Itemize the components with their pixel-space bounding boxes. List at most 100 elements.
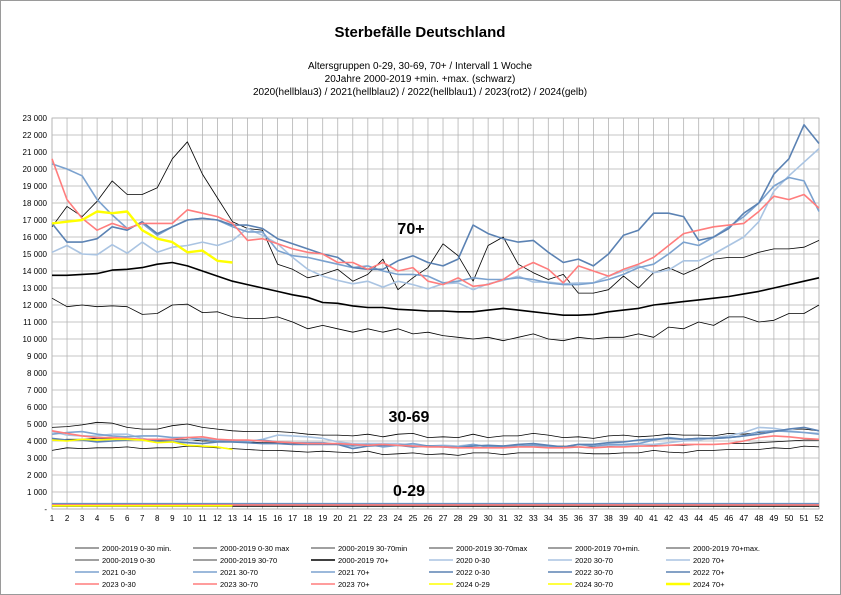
y-tick-label: 3 000 xyxy=(27,454,48,463)
legend-label: 2023 70+ xyxy=(338,580,370,589)
y-tick-label: 7 000 xyxy=(27,386,48,395)
chart-subtitle-2: 20Jahre 2000-2019 +min. +max. (schwarz) xyxy=(325,74,516,85)
y-tick-label: 11 000 xyxy=(23,318,47,327)
legend: 2000-2019 0-30 min. 2000-2019 0-30 max 200… xyxy=(75,544,760,589)
x-tick-label: 4 xyxy=(95,514,100,523)
x-tick-label: 21 xyxy=(348,514,357,523)
x-tick-label: 6 xyxy=(125,514,130,523)
y-axis-ticks: - 1 000 2 000 3 000 4 000 5 000 6 000 7 000 8 00… xyxy=(23,114,48,514)
x-tick-label: 11 xyxy=(198,514,207,523)
annotation-30-69: 30-69 xyxy=(389,409,430,426)
x-tick-label: 34 xyxy=(544,514,553,523)
y-tick-label: 15 000 xyxy=(23,250,48,259)
y-tick-label: 19 000 xyxy=(23,182,48,191)
legend-label: 2000-2019 0-30 xyxy=(102,556,155,565)
y-tick-label: 16 000 xyxy=(23,233,48,242)
legend-label: 2020 70+ xyxy=(693,556,725,565)
series-line xyxy=(51,141,820,294)
series-line xyxy=(51,438,233,451)
x-tick-label: 31 xyxy=(499,514,508,523)
chart-subtitle-3: 2020(hellblau3) / 2021(hellblau2) / 2022… xyxy=(253,87,587,98)
series-line xyxy=(51,430,820,449)
y-tick-label: 6 000 xyxy=(27,403,48,412)
x-tick-label: 32 xyxy=(514,514,523,523)
x-tick-label: 26 xyxy=(424,514,433,523)
x-tick-label: 24 xyxy=(393,514,402,523)
x-tick-label: 15 xyxy=(258,514,267,523)
x-tick-label: 18 xyxy=(303,514,312,523)
legend-label: 2000-2019 70+min. xyxy=(575,544,640,553)
legend-label: 2023 30-70 xyxy=(220,580,258,589)
x-tick-label: 20 xyxy=(333,514,342,523)
legend-label: 2020 0-30 xyxy=(456,556,490,565)
legend-label: 2000-2019 30-70 xyxy=(220,556,277,565)
x-tick-label: 45 xyxy=(709,514,718,523)
x-tick-label: 12 xyxy=(213,514,222,523)
x-tick-label: 30 xyxy=(484,514,493,523)
y-tick-label: 1 000 xyxy=(27,488,48,497)
x-tick-label: 38 xyxy=(604,514,613,523)
x-tick-label: 41 xyxy=(649,514,658,523)
legend-label: 2000-2019 0-30 max xyxy=(220,544,289,553)
y-tick-label: 10 000 xyxy=(23,335,48,344)
x-tick-label: 22 xyxy=(363,514,372,523)
y-tick-label: 22 000 xyxy=(23,131,48,140)
legend-label: 2021 70+ xyxy=(338,568,370,577)
x-tick-label: 40 xyxy=(634,514,643,523)
x-tick-label: 17 xyxy=(288,514,297,523)
x-tick-label: 48 xyxy=(754,514,763,523)
x-tick-label: 27 xyxy=(439,514,448,523)
legend-label: 2024 70+ xyxy=(693,580,725,589)
x-tick-label: 16 xyxy=(273,514,282,523)
x-tick-label: 52 xyxy=(815,514,824,523)
y-tick-label: 18 000 xyxy=(23,199,48,208)
legend-label: 2023 0-30 xyxy=(102,580,136,589)
series-line xyxy=(52,261,820,317)
x-tick-label: 9 xyxy=(170,514,175,523)
x-tick-label: 42 xyxy=(664,514,673,523)
legend-label: 2022 30-70 xyxy=(575,568,613,577)
y-tick-label: 13 000 xyxy=(23,284,48,293)
y-tick-label: 23 000 xyxy=(23,114,48,123)
x-tick-label: 36 xyxy=(574,514,583,523)
x-tick-label: 19 xyxy=(318,514,327,523)
legend-label: 2000-2019 30-70min xyxy=(338,544,407,553)
legend-label: 2021 0-30 xyxy=(102,568,136,577)
legend-label: 2000-2019 70+ xyxy=(338,556,389,565)
chart-subtitle-1: Altersgruppen 0-29, 30-69, 70+ / Interva… xyxy=(308,61,533,72)
y-tick-label: 17 000 xyxy=(23,216,48,225)
x-tick-label: 46 xyxy=(724,514,733,523)
series-line xyxy=(51,124,820,271)
y-tick-label: 14 000 xyxy=(23,267,48,276)
legend-label: 2021 30-70 xyxy=(220,568,258,577)
x-tick-label: 29 xyxy=(469,514,478,523)
chart-title: Sterbefälle Deutschland xyxy=(335,24,506,41)
x-tick-label: 5 xyxy=(110,514,115,523)
x-tick-label: 51 xyxy=(800,514,809,523)
y-tick-label: 8 000 xyxy=(27,369,48,378)
x-tick-label: 8 xyxy=(155,514,160,523)
x-tick-label: 35 xyxy=(559,514,568,523)
x-tick-label: 39 xyxy=(619,514,628,523)
x-axis-ticks: 1 2 3 4 5 6 7 8 9 10 11 12 13 14 15 16 17 18 19 20 21 22 23 24 2… xyxy=(50,514,824,523)
series-lines xyxy=(51,124,820,507)
y-tick-label: - xyxy=(44,505,47,514)
x-tick-label: 50 xyxy=(784,514,793,523)
series-line xyxy=(51,445,820,456)
legend-label: 2024 0-29 xyxy=(456,580,490,589)
series-line xyxy=(51,297,820,342)
x-tick-label: 25 xyxy=(408,514,417,523)
legend-label: 2020 30-70 xyxy=(575,556,613,565)
y-tick-label: 21 000 xyxy=(23,148,48,157)
x-tick-label: 23 xyxy=(378,514,387,523)
x-tick-label: 49 xyxy=(769,514,778,523)
y-tick-label: 4 000 xyxy=(27,437,48,446)
x-tick-label: 7 xyxy=(140,514,145,523)
x-tick-label: 33 xyxy=(529,514,538,523)
legend-label: 2000-2019 30-70max xyxy=(456,544,528,553)
x-tick-label: 44 xyxy=(694,514,703,523)
legend-label: 2024 30-70 xyxy=(575,580,613,589)
x-tick-label: 1 xyxy=(50,514,55,523)
legend-label: 2022 70+ xyxy=(693,568,725,577)
